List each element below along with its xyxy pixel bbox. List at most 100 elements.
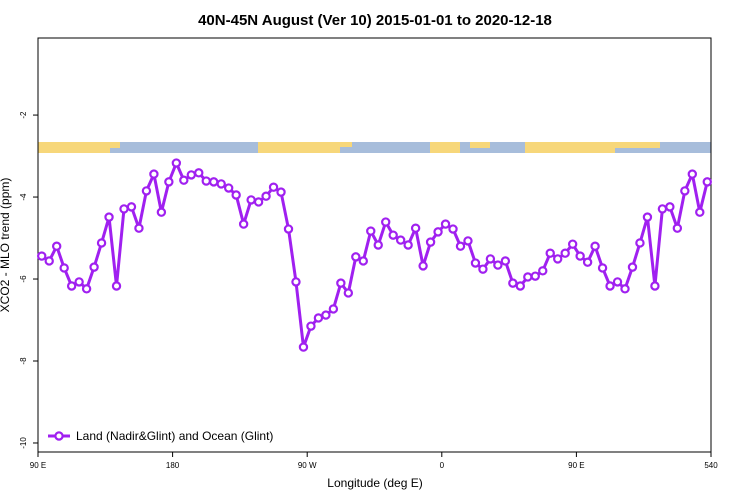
data-point — [650, 281, 660, 291]
data-point — [470, 258, 481, 268]
data-point — [395, 235, 406, 245]
data-point — [597, 263, 608, 273]
data-point — [283, 224, 294, 234]
data-point — [612, 277, 623, 287]
data-point — [530, 271, 540, 281]
data-point — [538, 266, 548, 276]
x-tick-label: 0 — [440, 461, 445, 470]
data-point — [418, 261, 428, 271]
data-point — [37, 251, 47, 261]
x-tick-label: 90 E — [568, 461, 584, 470]
y-axis-label: XCO2 - MLO trend (ppm) — [0, 178, 12, 313]
data-point — [403, 240, 413, 250]
data-point — [89, 262, 99, 272]
data-point — [500, 256, 511, 266]
data-point — [695, 207, 705, 217]
data-point — [358, 256, 368, 266]
data-point — [306, 321, 316, 331]
data-point — [186, 170, 196, 180]
data-point — [388, 230, 398, 240]
data-point — [126, 202, 137, 212]
data-point — [209, 177, 219, 187]
data-point — [96, 238, 107, 248]
data-point — [425, 237, 436, 247]
data-point — [635, 238, 645, 248]
land-ocean-strip — [38, 142, 711, 153]
y-tick-label: -10 — [19, 437, 28, 449]
data-point — [134, 223, 144, 233]
chart-title: 40N-45N August (Ver 10) 2015-01-01 to 20… — [198, 12, 552, 29]
data-point — [246, 195, 256, 205]
data-point — [343, 288, 354, 298]
data-point — [238, 219, 249, 229]
data-point — [141, 186, 152, 196]
series-line — [40, 161, 709, 349]
y-tick-label: -2 — [19, 111, 28, 119]
data-point — [119, 204, 129, 214]
x-tick-label: 90 W — [298, 461, 317, 470]
data-point — [179, 175, 189, 185]
data-point — [381, 217, 391, 227]
data-point — [149, 169, 159, 179]
data-point — [702, 177, 712, 187]
data-point — [523, 272, 533, 282]
data-point — [553, 254, 563, 264]
data-point — [478, 264, 488, 274]
data-point — [620, 284, 630, 294]
data-point — [336, 278, 346, 288]
x-tick-label: 540 — [704, 461, 718, 470]
data-point — [455, 241, 466, 251]
data-point — [605, 281, 615, 291]
data-point — [261, 191, 271, 201]
data-point — [81, 284, 92, 294]
data-point — [440, 219, 451, 229]
data-point — [590, 241, 600, 251]
data-point — [291, 277, 301, 287]
data-point — [253, 197, 264, 207]
data-point — [687, 169, 698, 179]
data-point — [627, 262, 638, 272]
data-point — [111, 281, 122, 291]
legend-label: Land (Nadir&Glint) and Ocean (Glint) — [76, 429, 273, 443]
legend-marker — [54, 431, 64, 441]
data-point — [672, 223, 683, 233]
data-point — [463, 236, 473, 246]
data-point — [448, 224, 458, 234]
data-point — [680, 186, 690, 196]
data-point — [575, 251, 585, 261]
data-point — [560, 248, 570, 258]
data-point — [276, 187, 286, 197]
data-point — [321, 310, 331, 320]
data-point — [313, 313, 324, 323]
y-tick-label: -6 — [19, 275, 28, 283]
data-point — [545, 248, 555, 258]
data-point — [231, 190, 241, 200]
data-point — [66, 281, 77, 291]
data-point — [59, 263, 69, 273]
data-point — [433, 227, 443, 237]
data-point — [194, 168, 204, 178]
data-point — [493, 260, 503, 270]
data-point — [657, 204, 668, 214]
data-point — [298, 342, 309, 352]
data-point — [156, 207, 167, 217]
data-point — [410, 223, 421, 233]
x-tick-label: 180 — [166, 461, 180, 470]
data-point — [74, 277, 84, 287]
data-point — [567, 239, 578, 249]
x-tick-label: 90 E — [30, 461, 46, 470]
data-point — [665, 202, 675, 212]
data-point — [223, 183, 234, 193]
data-point — [201, 176, 211, 186]
data-point — [351, 252, 361, 262]
data-point — [373, 240, 383, 250]
x-axis-label: Longitude (deg E) — [327, 476, 422, 490]
data-point — [515, 281, 526, 291]
data-point — [216, 179, 226, 189]
data-point — [508, 278, 518, 288]
data-point — [171, 158, 182, 168]
plot-frame — [37, 37, 712, 453]
data-point — [366, 226, 376, 236]
data-point — [164, 177, 174, 187]
